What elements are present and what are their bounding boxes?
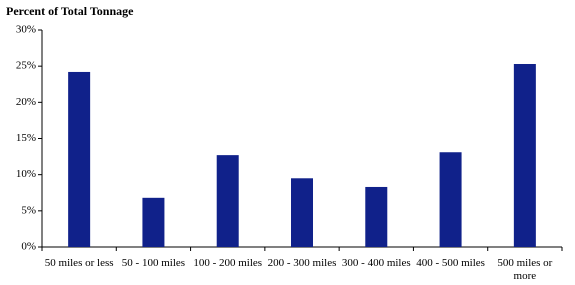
y-tick-label: 20% — [16, 96, 36, 108]
x-tick-label: 400 - 500 miles — [416, 257, 485, 269]
x-tick-label: 200 - 300 miles — [267, 257, 337, 269]
x-tick-label: 500 miles or more — [497, 257, 553, 282]
y-tick-label: 5% — [21, 204, 36, 216]
y-tick-label: 15% — [16, 132, 36, 144]
bar — [291, 178, 313, 247]
chart-title: Percent of Total Tonnage — [6, 4, 134, 18]
bar — [68, 71, 91, 247]
y-tick-label: 0% — [21, 241, 36, 253]
bar — [439, 152, 462, 247]
y-tick-label: 25% — [16, 60, 36, 72]
bar — [216, 155, 239, 247]
x-tick-label: 300 - 400 miles — [341, 257, 411, 269]
bar — [365, 186, 388, 247]
x-tick-label: 50 miles or less — [44, 257, 114, 269]
x-tick-label: 50 - 100 miles — [121, 257, 186, 269]
y-tick-label: 10% — [16, 168, 36, 180]
bar — [513, 63, 536, 247]
bar — [142, 197, 165, 247]
y-tick-label: 30% — [16, 24, 36, 36]
x-tick-label: 100 - 200 miles — [193, 257, 263, 269]
